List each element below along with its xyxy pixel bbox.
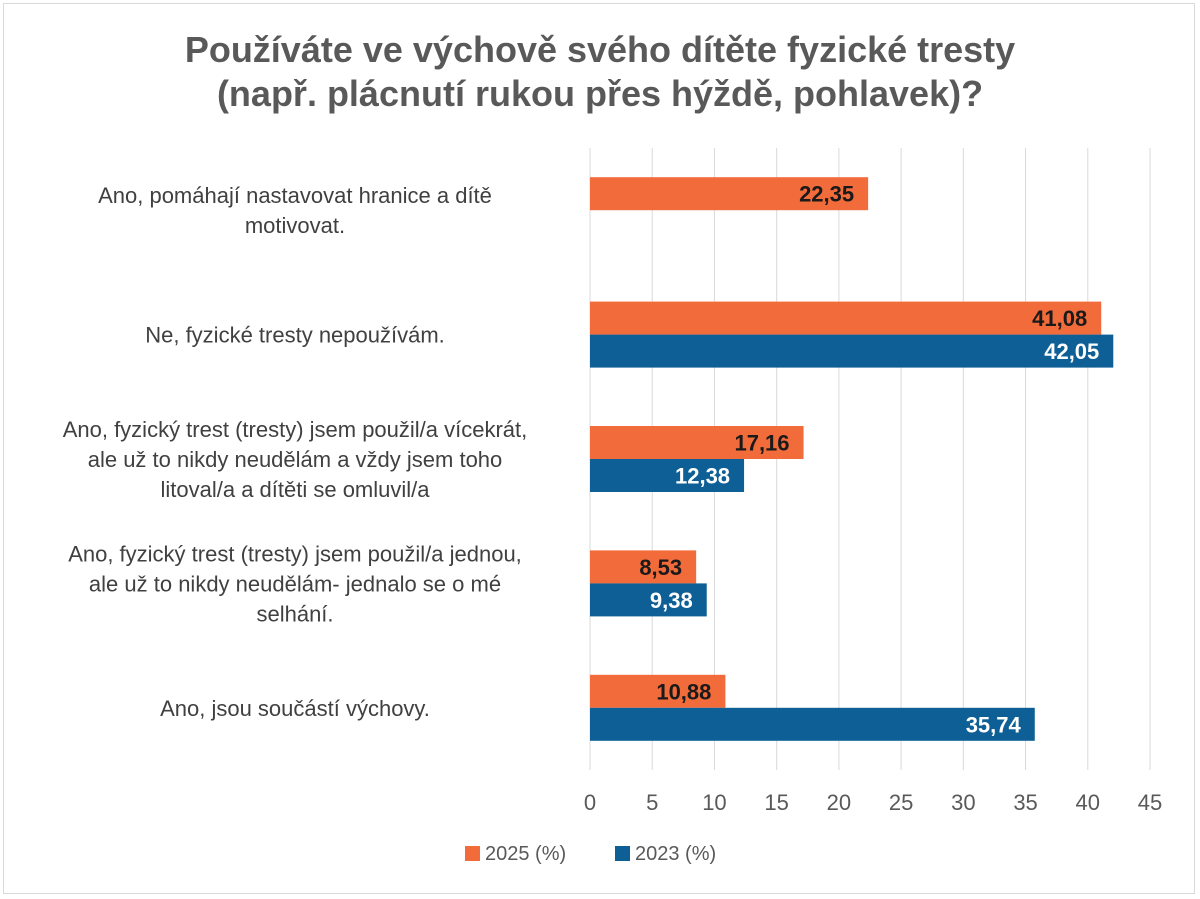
bar-2025: [590, 674, 726, 708]
x-tick-label: 0: [584, 790, 596, 815]
x-tick-label: 40: [1076, 790, 1100, 815]
data-label: 12,38: [675, 464, 730, 489]
bar-2025: [590, 177, 869, 211]
legend-swatch: [465, 846, 480, 861]
bar-2023: [590, 334, 1114, 368]
data-label: 41,08: [1032, 306, 1087, 331]
data-label: 10,88: [656, 679, 711, 704]
x-axis-ticks: 0 5 10 15 20 25 30 35 40 45: [584, 790, 1162, 815]
x-tick-label: 25: [889, 790, 913, 815]
category-label: Ano, fyzický trest (tresty) jsem použil/…: [68, 541, 522, 626]
category-label: Ne, fyzické tresty nepoužívám.: [145, 323, 445, 348]
x-tick-label: 20: [827, 790, 851, 815]
category-label-line: Ne, fyzické tresty nepoužívám.: [145, 323, 445, 348]
data-label: 42,05: [1044, 339, 1099, 364]
category-label-line: motivovat.: [245, 213, 345, 238]
category-label-line: Ano, fyzický trest (tresty) jsem použil/…: [63, 417, 528, 442]
gridlines: [589, 148, 1151, 770]
category-label-line: Ano, jsou součástí výchovy.: [160, 696, 430, 721]
category-label-line: selhání.: [256, 601, 333, 626]
data-label: 9,38: [650, 588, 693, 613]
bar-2023: [590, 459, 745, 492]
legend-label: 2025 (%): [485, 843, 566, 865]
x-tick-label: 35: [1013, 790, 1037, 815]
bar-2023: [590, 707, 1035, 741]
category-label-line: Ano, fyzický trest (tresty) jsem použil/…: [68, 541, 522, 566]
legend-label: 2023 (%): [635, 843, 716, 865]
category-label-line: ale už to nikdy neudělám a vždy jsem toh…: [88, 447, 503, 472]
bar-2025: [590, 426, 804, 459]
data-label: 8,53: [639, 555, 682, 580]
legend-swatch: [615, 846, 630, 861]
category-label: Ano, pomáhají nastavovat hranice a dítě m…: [98, 183, 492, 238]
x-tick-label: 45: [1138, 790, 1162, 815]
category-labels: Ano, pomáhají nastavovat hranice a dítě m…: [63, 183, 528, 721]
data-label: 35,74: [966, 712, 1022, 737]
x-tick-label: 30: [951, 790, 975, 815]
category-label: Ano, jsou součástí výchovy.: [160, 696, 430, 721]
data-label: 22,35: [799, 182, 854, 207]
chart-title-line: (např. plácnutí rukou přes hýždě, pohlav…: [217, 73, 983, 114]
x-tick-label: 10: [702, 790, 726, 815]
legend: 2025 (%) 2023 (%): [465, 843, 716, 865]
bar-2023: [590, 583, 707, 617]
bar-2025: [590, 301, 1102, 335]
x-tick-label: 5: [646, 790, 658, 815]
category-label-line: ale už to nikdy neudělám- jednalo se o m…: [89, 571, 501, 596]
category-label: Ano, fyzický trest (tresty) jsem použil/…: [63, 417, 528, 502]
data-label: 17,16: [734, 431, 789, 456]
chart-title: Používáte ve výchově svého dítěte fyzick…: [185, 29, 1015, 114]
category-label-line: litoval/a a dítěti se omluvil/a: [160, 477, 430, 502]
x-tick-label: 15: [764, 790, 788, 815]
bar-2025: [590, 550, 697, 584]
category-label-line: Ano, pomáhají nastavovat hranice a dítě: [98, 183, 492, 208]
chart-title-line: Používáte ve výchově svého dítěte fyzick…: [185, 29, 1015, 70]
